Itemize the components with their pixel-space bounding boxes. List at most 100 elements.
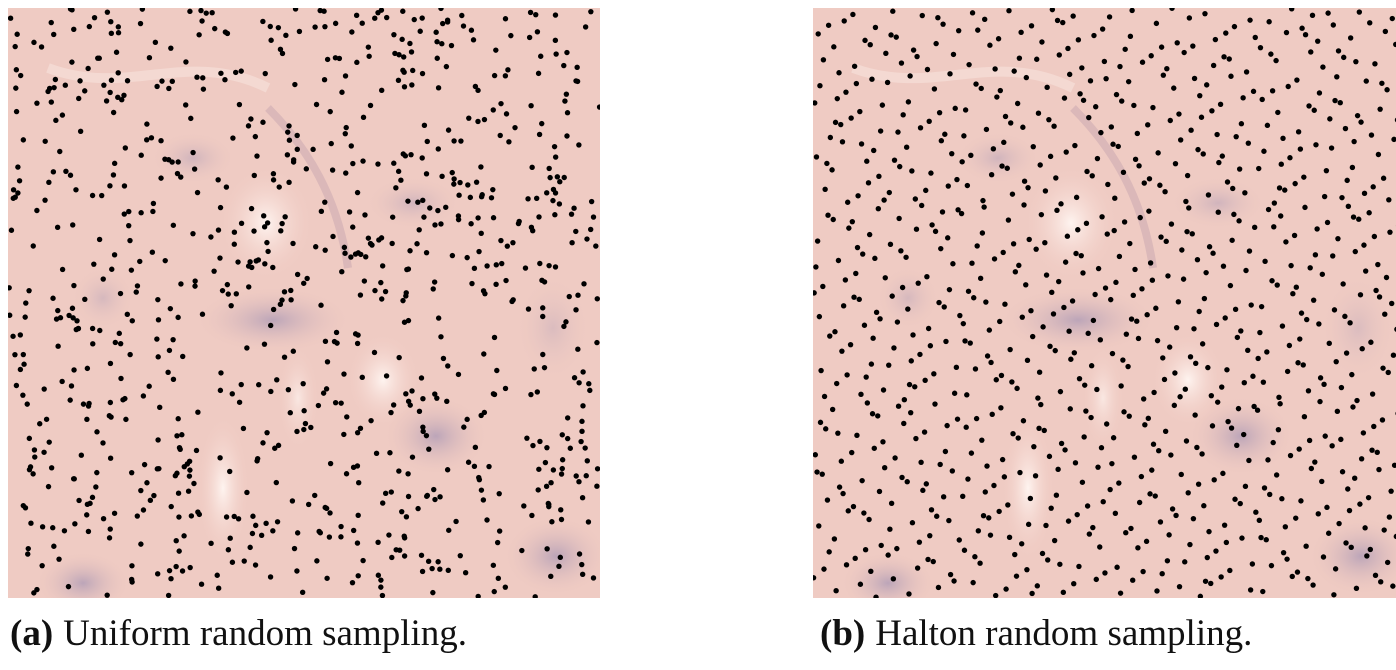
sample-point: [509, 298, 515, 305]
sample-point: [23, 300, 29, 306]
sample-point: [13, 108, 20, 115]
sample-point: [317, 530, 324, 536]
sample-point: [1276, 185, 1283, 191]
sample-point: [1117, 63, 1123, 70]
sample-point: [1317, 398, 1323, 405]
sample-point: [183, 102, 189, 108]
sample-point: [912, 196, 919, 202]
sample-point: [838, 121, 844, 128]
sample-point: [855, 193, 861, 199]
sample-point: [1231, 23, 1238, 30]
sample-point: [556, 563, 562, 570]
sample-point: [379, 592, 386, 598]
sample-point: [122, 395, 128, 402]
sample-point: [831, 536, 838, 542]
sample-point: [913, 226, 920, 232]
sample-point: [367, 102, 374, 109]
sample-point: [826, 549, 832, 555]
sample-point: [107, 183, 113, 189]
sample-point: [1194, 444, 1200, 451]
sample-point: [820, 57, 827, 63]
sample-point: [1243, 69, 1250, 75]
sample-point: [900, 112, 906, 118]
sample-point: [839, 139, 846, 145]
sample-point: [70, 222, 76, 228]
sample-point: [1312, 459, 1318, 465]
sample-point: [1375, 261, 1381, 268]
sample-point: [1053, 492, 1060, 498]
sample-point: [312, 492, 318, 499]
sample-point: [1016, 262, 1022, 269]
sample-point: [1180, 276, 1187, 282]
sample-point: [813, 575, 817, 581]
sample-points: [8, 8, 600, 598]
sample-point: [434, 55, 440, 61]
sample-point: [1021, 178, 1028, 184]
sample-point: [1390, 583, 1396, 589]
sample-point: [953, 364, 960, 371]
sample-point: [368, 417, 374, 424]
sample-point: [327, 108, 333, 115]
sample-point: [898, 60, 905, 66]
sample-point: [558, 507, 564, 513]
sample-point: [395, 77, 402, 83]
sample-point: [991, 256, 998, 262]
sample-point: [289, 498, 296, 504]
sample-point: [1134, 130, 1141, 137]
sample-point: [1259, 96, 1265, 103]
sample-point: [481, 116, 488, 123]
sample-point: [25, 545, 31, 552]
sample-point: [550, 197, 556, 204]
sample-point: [67, 172, 74, 178]
sample-point: [1100, 498, 1106, 505]
sample-point: [427, 205, 433, 211]
sample-point: [1184, 172, 1191, 179]
sample-point: [1268, 51, 1274, 57]
sample-point: [563, 91, 570, 97]
sample-point: [218, 70, 224, 76]
sample-point: [878, 542, 884, 549]
sample-point: [490, 107, 496, 113]
sample-point: [1036, 369, 1043, 375]
sample-point: [1276, 394, 1282, 400]
sample-point: [1378, 579, 1384, 585]
sample-point: [877, 128, 884, 134]
sample-point: [1182, 559, 1188, 565]
sample-point: [1195, 481, 1202, 487]
sample-point: [950, 261, 956, 267]
sample-point: [354, 429, 361, 436]
sample-point: [974, 243, 980, 249]
sample-point: [1280, 135, 1286, 142]
sample-point: [264, 239, 270, 246]
sample-point: [847, 341, 854, 348]
sample-point: [1173, 512, 1179, 519]
sample-point: [989, 411, 995, 417]
sample-point: [1015, 435, 1021, 441]
sample-point: [825, 212, 831, 218]
sample-point: [1029, 590, 1035, 597]
sample-point: [1245, 140, 1252, 146]
sample-point: [1196, 308, 1202, 315]
sample-point: [858, 141, 865, 147]
sample-point: [1367, 546, 1374, 553]
sample-point: [62, 82, 69, 88]
sample-point: [1055, 466, 1061, 473]
sample-point: [573, 473, 579, 479]
sample-point: [13, 382, 20, 389]
sample-point: [962, 107, 969, 113]
sample-point: [590, 214, 597, 220]
sample-point: [1009, 379, 1015, 385]
sample-point: [138, 487, 144, 494]
sample-point: [931, 371, 937, 377]
sample-point: [392, 50, 398, 57]
sample-point: [1167, 117, 1173, 124]
sample-point: [898, 248, 904, 254]
sample-point: [553, 51, 559, 57]
sample-point: [1234, 334, 1241, 341]
sample-point: [956, 537, 962, 543]
sample-point: [31, 447, 38, 453]
sample-point: [46, 179, 52, 186]
sample-point: [272, 445, 278, 451]
sample-point: [1201, 503, 1207, 509]
sample-point: [1351, 138, 1357, 145]
